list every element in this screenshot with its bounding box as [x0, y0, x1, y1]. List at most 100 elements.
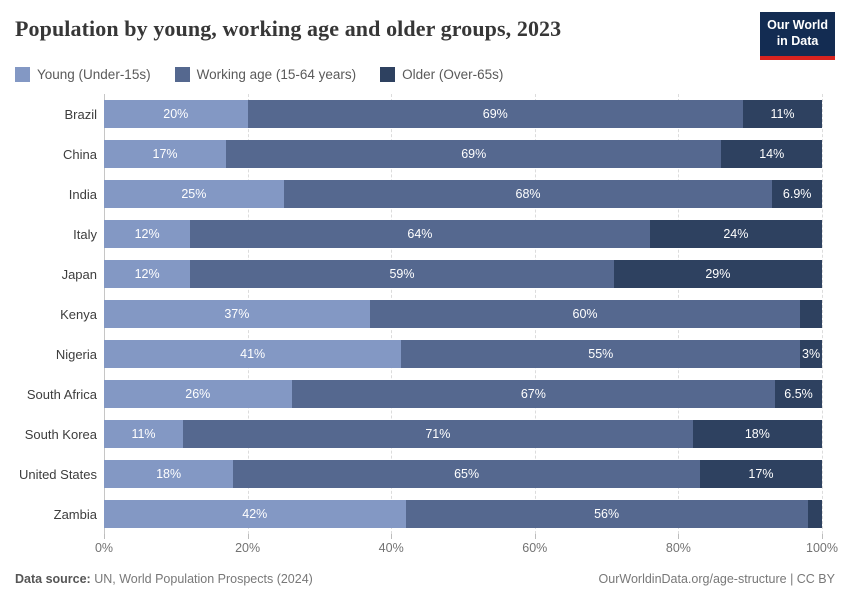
country-label[interactable]: India	[68, 186, 97, 202]
bar-segment-older[interactable]: 14%	[721, 140, 822, 168]
bar-row: Kenya 37% 60%	[60, 294, 822, 334]
chart-header: Population by young, working age and old…	[15, 12, 835, 61]
bar-segment-older[interactable]	[800, 300, 822, 328]
country-label[interactable]: Nigeria	[55, 346, 97, 362]
bar-value-label: 25%	[181, 187, 207, 201]
bar-segment-working[interactable]: 71%	[182, 420, 693, 448]
bar-segment-young[interactable]: 18%	[104, 460, 234, 488]
bar-segment-older[interactable]: 29%	[613, 260, 822, 288]
bar-segment-working[interactable]: 69%	[226, 140, 722, 168]
bar-value-label: 11%	[770, 107, 795, 121]
owid-logo[interactable]: Our World in Data	[760, 12, 835, 61]
bar-value-label: 69%	[461, 147, 487, 161]
bar-value-label: 6.5%	[784, 387, 813, 401]
bar-segment-young[interactable]: 11%	[104, 420, 183, 448]
bar-value-label: 71%	[425, 427, 451, 441]
owid-url-license[interactable]: OurWorldinData.org/age-structure | CC BY	[598, 572, 835, 586]
country-label[interactable]: Kenya	[60, 306, 97, 322]
bar-row: India 25% 68% 6.9%	[69, 174, 822, 214]
stacked-bar-chart: Brazil 20% 69% 11% China 17% 69% 14% India 25% 68%…	[19, 94, 838, 560]
country-label[interactable]: Italy	[73, 226, 97, 242]
bar-value-label: 12%	[134, 267, 160, 281]
bar-segment-young[interactable]: 12%	[104, 220, 191, 248]
bar-segment-young[interactable]: 25%	[104, 180, 284, 208]
bar-segment-working[interactable]: 64%	[190, 220, 650, 248]
legend-item-2[interactable]: Older (Over-65s)	[380, 66, 504, 82]
axis-tick	[247, 534, 249, 539]
bar-segment-working[interactable]: 56%	[405, 500, 808, 528]
legend-swatch-icon	[174, 66, 190, 82]
bar-value-label: 20%	[163, 107, 189, 121]
bar-row: Zambia 42% 56%	[54, 494, 822, 534]
bar-segment-working[interactable]: 65%	[233, 460, 700, 488]
bar-segment-working[interactable]: 69%	[247, 100, 743, 128]
bar-segment-working[interactable]: 68%	[283, 180, 773, 208]
legend-label: Young (Under-15s)	[37, 66, 151, 82]
country-label[interactable]: Zambia	[53, 506, 97, 522]
country-label[interactable]: Japan	[61, 266, 97, 282]
bar-track: 20% 69% 11%	[104, 100, 822, 128]
bar-row: South Korea 11% 71% 18%	[25, 414, 822, 454]
bar-segment-older[interactable]: 24%	[649, 220, 822, 248]
axis-tick	[822, 534, 823, 539]
bar-segment-working[interactable]: 55%	[401, 340, 801, 368]
bar-value-label: 56%	[594, 507, 620, 521]
bar-value-label: 18%	[744, 427, 770, 441]
axis-tick	[391, 534, 393, 539]
bar-track: 12% 64% 24%	[104, 220, 822, 248]
axis-tick-label: 60%	[522, 541, 548, 555]
bar-segment-working[interactable]: 60%	[369, 300, 801, 328]
bar-segment-older[interactable]	[807, 500, 822, 528]
bar-track: 41% 55% 3%	[104, 340, 822, 368]
bar-segment-working[interactable]: 59%	[190, 260, 614, 288]
axis-tick	[534, 534, 536, 539]
bar-segment-young[interactable]: 20%	[104, 100, 248, 128]
bar-segment-young[interactable]: 37%	[104, 300, 370, 328]
bar-segment-older[interactable]: 18%	[692, 420, 822, 448]
legend-item-1[interactable]: Working age (15-64 years)	[174, 66, 357, 82]
legend-label: Working age (15-64 years)	[196, 66, 357, 82]
bar-value-label: 12%	[134, 227, 160, 241]
country-label[interactable]: Brazil	[64, 106, 97, 122]
bar-value-label: 67%	[520, 387, 546, 401]
bar-value-label: 55%	[588, 347, 614, 361]
bar-value-label: 11%	[131, 427, 156, 441]
bar-segment-young[interactable]: 12%	[104, 260, 191, 288]
axis-tick	[678, 534, 680, 539]
bar-row: United States 18% 65% 17%	[19, 454, 822, 494]
country-label[interactable]: South Africa	[26, 386, 97, 402]
bar-value-label: 18%	[156, 467, 182, 481]
bar-segment-older[interactable]: 6.5%	[775, 380, 822, 408]
bar-value-label: 24%	[723, 227, 749, 241]
bar-track: 18% 65% 17%	[104, 460, 822, 488]
bar-segment-older[interactable]: 6.9%	[772, 180, 822, 208]
chart-footer: Data source: UN, World Population Prospe…	[15, 572, 835, 586]
bar-segment-young[interactable]: 42%	[104, 500, 406, 528]
bar-track: 12% 59% 29%	[104, 260, 822, 288]
bar-segment-young[interactable]: 26%	[104, 380, 292, 408]
bar-track: 37% 60%	[104, 300, 822, 328]
bar-segment-older[interactable]: 17%	[699, 460, 822, 488]
bar-value-label: 26%	[185, 387, 211, 401]
axis-tick-label: 0%	[94, 541, 114, 555]
bar-value-label: 69%	[482, 107, 508, 121]
country-label[interactable]: United States	[18, 466, 97, 482]
bar-segment-young[interactable]: 41%	[104, 340, 402, 368]
bar-row: China 17% 69% 14%	[63, 134, 822, 174]
bar-row: Nigeria 41% 55% 3%	[56, 334, 822, 374]
bar-segment-working[interactable]: 67%	[291, 380, 776, 408]
axis-tick-label: 100%	[806, 541, 838, 555]
bar-segment-young[interactable]: 17%	[104, 140, 227, 168]
bar-value-label: 17%	[748, 467, 774, 481]
bar-segment-older[interactable]: 3%	[800, 340, 822, 368]
legend-label: Older (Over-65s)	[402, 66, 504, 82]
legend-swatch-icon	[15, 66, 30, 82]
owid-logo-line1: Our World	[767, 18, 828, 32]
bar-value-label: 3%	[802, 347, 821, 361]
bar-value-label: 29%	[705, 267, 731, 281]
legend-item-0[interactable]: Young (Under-15s)	[15, 66, 151, 82]
bar-segment-older[interactable]: 11%	[743, 100, 822, 128]
country-label[interactable]: China	[63, 146, 97, 162]
country-label[interactable]: South Korea	[24, 426, 97, 442]
bar-value-label: 68%	[515, 187, 541, 201]
